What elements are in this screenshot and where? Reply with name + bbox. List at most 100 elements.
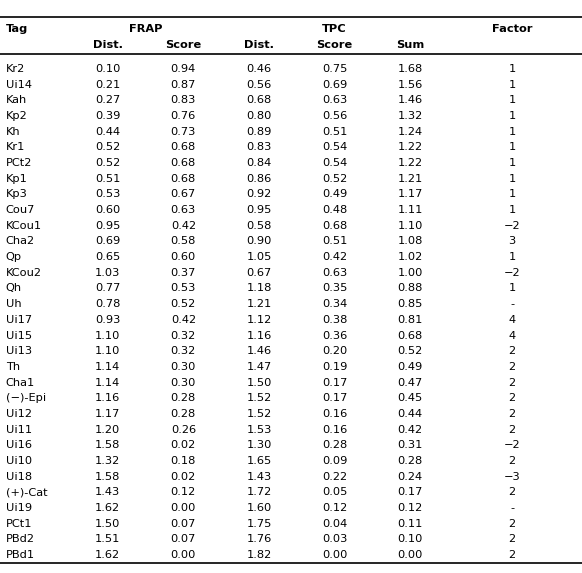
- Text: 1.00: 1.00: [398, 268, 423, 278]
- Text: 0.69: 0.69: [322, 80, 347, 90]
- Text: Score: Score: [165, 40, 201, 50]
- Text: 0.84: 0.84: [246, 158, 272, 168]
- Text: Ui15: Ui15: [6, 331, 32, 340]
- Text: Kh: Kh: [6, 127, 20, 137]
- Text: 1: 1: [509, 205, 516, 215]
- Text: 1: 1: [509, 111, 516, 121]
- Text: 0.30: 0.30: [171, 362, 196, 372]
- Text: 0.26: 0.26: [171, 425, 196, 434]
- Text: 0.11: 0.11: [398, 519, 423, 528]
- Text: 0.02: 0.02: [171, 472, 196, 481]
- Text: 0.16: 0.16: [322, 425, 347, 434]
- Text: 1: 1: [509, 80, 516, 90]
- Text: (+)-Cat: (+)-Cat: [6, 487, 48, 497]
- Text: 0.60: 0.60: [171, 252, 196, 262]
- Text: 3: 3: [509, 237, 516, 246]
- Text: 1.03: 1.03: [95, 268, 120, 278]
- Text: 0.02: 0.02: [171, 440, 196, 450]
- Text: 0.39: 0.39: [95, 111, 120, 121]
- Text: 0.63: 0.63: [322, 268, 347, 278]
- Text: 0.89: 0.89: [246, 127, 272, 137]
- Text: 0.00: 0.00: [398, 550, 423, 560]
- Text: 0.94: 0.94: [171, 64, 196, 74]
- Text: KCou1: KCou1: [6, 221, 42, 231]
- Text: 1.17: 1.17: [95, 409, 120, 419]
- Text: 0.44: 0.44: [95, 127, 120, 137]
- Text: 1.60: 1.60: [246, 503, 272, 513]
- Text: 0.90: 0.90: [246, 237, 272, 246]
- Text: 0.09: 0.09: [322, 456, 347, 466]
- Text: 0.68: 0.68: [171, 158, 196, 168]
- Text: 0.83: 0.83: [246, 143, 272, 152]
- Text: 0.56: 0.56: [246, 80, 272, 90]
- Text: PCt1: PCt1: [6, 519, 33, 528]
- Text: 0.18: 0.18: [171, 456, 196, 466]
- Text: 1: 1: [509, 252, 516, 262]
- Text: 0.68: 0.68: [171, 143, 196, 152]
- Text: 0.28: 0.28: [322, 440, 347, 450]
- Text: Kp3: Kp3: [6, 190, 28, 199]
- Text: Ui19: Ui19: [6, 503, 32, 513]
- Text: 1.56: 1.56: [398, 80, 423, 90]
- Text: 0.51: 0.51: [95, 174, 120, 184]
- Text: 1.32: 1.32: [398, 111, 423, 121]
- Text: 0.00: 0.00: [171, 550, 196, 560]
- Text: Uh: Uh: [6, 299, 22, 309]
- Text: 0.04: 0.04: [322, 519, 347, 528]
- Text: −2: −2: [504, 268, 520, 278]
- Text: 1.24: 1.24: [398, 127, 423, 137]
- Text: 0.42: 0.42: [171, 315, 196, 325]
- Text: 0.36: 0.36: [322, 331, 347, 340]
- Text: Kr1: Kr1: [6, 143, 25, 152]
- Text: 0.54: 0.54: [322, 143, 347, 152]
- Text: 0.42: 0.42: [398, 425, 423, 434]
- Text: 0.28: 0.28: [171, 409, 196, 419]
- Text: Ui18: Ui18: [6, 472, 32, 481]
- Text: 4: 4: [509, 315, 516, 325]
- Text: Cha2: Cha2: [6, 237, 35, 246]
- Text: 1: 1: [509, 284, 516, 293]
- Text: 0.67: 0.67: [246, 268, 272, 278]
- Text: Score: Score: [317, 40, 353, 50]
- Text: 4: 4: [509, 331, 516, 340]
- Text: 0.12: 0.12: [171, 487, 196, 497]
- Text: Dist.: Dist.: [244, 40, 274, 50]
- Text: 0.30: 0.30: [171, 378, 196, 387]
- Text: 1.20: 1.20: [95, 425, 120, 434]
- Text: 0.17: 0.17: [322, 393, 347, 403]
- Text: −2: −2: [504, 221, 520, 231]
- Text: Factor: Factor: [492, 23, 533, 34]
- Text: 0.83: 0.83: [171, 96, 196, 105]
- Text: 0.68: 0.68: [246, 96, 272, 105]
- Text: 2: 2: [509, 378, 516, 387]
- Text: 0.31: 0.31: [398, 440, 423, 450]
- Text: 2: 2: [509, 409, 516, 419]
- Text: 0.93: 0.93: [95, 315, 120, 325]
- Text: 1: 1: [509, 158, 516, 168]
- Text: Sum: Sum: [396, 40, 424, 50]
- Text: 0.20: 0.20: [322, 346, 347, 356]
- Text: 0.51: 0.51: [322, 127, 347, 137]
- Text: 1.47: 1.47: [246, 362, 272, 372]
- Text: 0.92: 0.92: [246, 190, 272, 199]
- Text: 1.50: 1.50: [246, 378, 272, 387]
- Text: 0.07: 0.07: [171, 534, 196, 544]
- Text: 1.62: 1.62: [95, 550, 120, 560]
- Text: 0.32: 0.32: [171, 331, 196, 340]
- Text: 1.52: 1.52: [246, 393, 272, 403]
- Text: 0.88: 0.88: [398, 284, 423, 293]
- Text: 1.11: 1.11: [398, 205, 423, 215]
- Text: 1.16: 1.16: [246, 331, 272, 340]
- Text: 1.43: 1.43: [246, 472, 272, 481]
- Text: 0.69: 0.69: [95, 237, 120, 246]
- Text: 0.95: 0.95: [246, 205, 272, 215]
- Text: 0.95: 0.95: [95, 221, 120, 231]
- Text: 0.63: 0.63: [322, 96, 347, 105]
- Text: 0.16: 0.16: [322, 409, 347, 419]
- Text: (−)-Epi: (−)-Epi: [6, 393, 46, 403]
- Text: Kp1: Kp1: [6, 174, 28, 184]
- Text: 0.47: 0.47: [398, 378, 423, 387]
- Text: 0.52: 0.52: [322, 174, 347, 184]
- Text: 1.62: 1.62: [95, 503, 120, 513]
- Text: 0.52: 0.52: [95, 158, 120, 168]
